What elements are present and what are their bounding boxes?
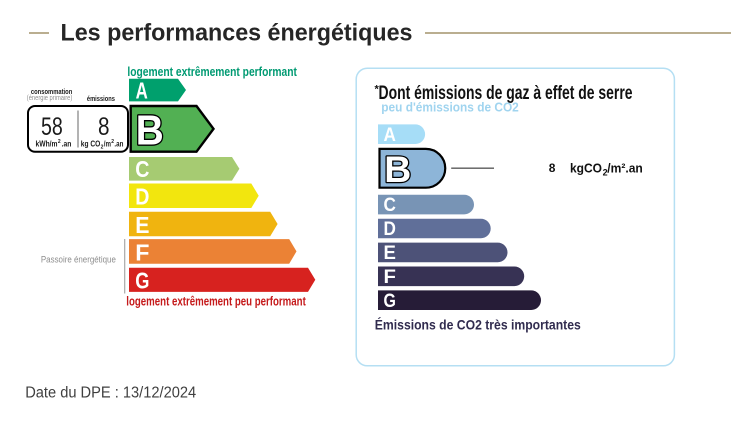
- svg-text:kWh/m: kWh/m: [36, 140, 58, 149]
- svg-text:2: 2: [111, 139, 114, 145]
- svg-text:G: G: [135, 268, 149, 294]
- svg-text:D: D: [135, 184, 149, 210]
- svg-text:8: 8: [549, 161, 556, 175]
- svg-text:/m: /m: [104, 140, 111, 149]
- svg-text:Dont émissions de gaz à effet: Dont émissions de gaz à effet de serre: [379, 83, 633, 104]
- svg-text:58: 58: [41, 113, 63, 141]
- svg-text:kgCO: kgCO: [570, 161, 602, 176]
- svg-text:kg CO: kg CO: [81, 140, 101, 149]
- svg-text:B: B: [384, 149, 411, 190]
- svg-text:F: F: [384, 267, 397, 288]
- svg-text:consommation: consommation: [31, 87, 73, 96]
- svg-text:logement extrêmement peu perfo: logement extrêmement peu performant: [126, 293, 306, 308]
- svg-text:C: C: [384, 195, 396, 216]
- svg-text:/m².an: /m².an: [607, 161, 643, 176]
- svg-text:F: F: [135, 239, 149, 265]
- svg-text:8: 8: [98, 113, 110, 141]
- svg-text:Émissions de CO2 très importan: Émissions de CO2 très importantes: [375, 317, 581, 333]
- svg-text:logement extrêmement performan: logement extrêmement performant: [127, 64, 297, 79]
- svg-text:Date du DPE : 13/12/2024: Date du DPE : 13/12/2024: [25, 385, 196, 402]
- svg-text:.an: .an: [62, 140, 72, 149]
- svg-text:A: A: [384, 125, 396, 146]
- svg-text:D: D: [384, 219, 396, 240]
- svg-text:E: E: [384, 243, 397, 264]
- svg-text:émissions: émissions: [87, 94, 115, 103]
- svg-text:G: G: [384, 291, 396, 312]
- svg-text:B: B: [136, 106, 164, 153]
- svg-text:.an: .an: [114, 140, 123, 149]
- svg-text:Passoire énergétique: Passoire énergétique: [41, 255, 116, 265]
- svg-text:Les performances énergétiques: Les performances énergétiques: [61, 20, 413, 47]
- svg-text:*: *: [375, 84, 380, 96]
- svg-text:peu d'émissions de CO2: peu d'émissions de CO2: [381, 99, 519, 114]
- svg-text:C: C: [135, 156, 149, 182]
- svg-text:E: E: [135, 212, 149, 238]
- svg-text:2: 2: [58, 139, 61, 145]
- svg-text:(énergie primaire): (énergie primaire): [27, 93, 73, 102]
- svg-text:2: 2: [603, 168, 608, 178]
- svg-text:A: A: [136, 78, 148, 104]
- svg-text:2: 2: [101, 144, 104, 150]
